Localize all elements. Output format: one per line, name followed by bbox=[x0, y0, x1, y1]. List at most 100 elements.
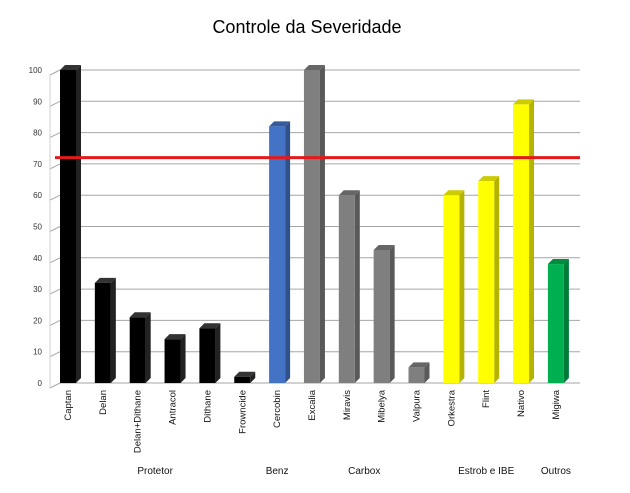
gridline-depth bbox=[49, 163, 61, 170]
bar-side bbox=[145, 312, 151, 383]
category-label: Excalia bbox=[307, 389, 318, 420]
bar-front bbox=[338, 195, 355, 383]
group-labels: Protetor Benz Carbox Estrob e IBE Outros bbox=[137, 466, 571, 477]
bar-front bbox=[129, 317, 146, 383]
category-label: Flint bbox=[481, 390, 492, 408]
bar-top bbox=[547, 259, 569, 265]
bar-front bbox=[269, 126, 286, 383]
y-tick-label: 100 bbox=[29, 66, 43, 75]
bar-side bbox=[250, 371, 256, 383]
bar-side bbox=[459, 190, 465, 383]
category-labels: Captan Delan Delan+Dithane Antracol Dithane F… bbox=[63, 389, 562, 453]
bar-delan bbox=[94, 277, 116, 383]
category-label: Valpura bbox=[412, 389, 423, 422]
bar-top bbox=[303, 65, 325, 70]
bar-top bbox=[94, 277, 116, 283]
category-label: Frowncide bbox=[237, 390, 248, 434]
group-label: Benz bbox=[266, 466, 289, 477]
bar-side bbox=[494, 176, 500, 383]
bar-top bbox=[513, 99, 535, 105]
y-tick-label: 40 bbox=[33, 254, 42, 263]
y-tick-label: 90 bbox=[33, 97, 42, 106]
gridline-depth bbox=[49, 351, 61, 358]
gridline-depth bbox=[49, 319, 61, 326]
bar-front bbox=[164, 339, 181, 383]
bar-frowncide bbox=[234, 371, 256, 383]
bar-side bbox=[215, 323, 221, 383]
category-label: Cercobin bbox=[272, 390, 283, 428]
bar-top bbox=[199, 323, 221, 329]
bar-antracol bbox=[164, 334, 186, 383]
bar-side bbox=[529, 99, 535, 384]
bar-mibelya bbox=[373, 244, 395, 383]
gridline-depth bbox=[49, 257, 61, 264]
bar-side bbox=[76, 65, 81, 383]
bar-front bbox=[303, 70, 320, 383]
category-label: Migiwa bbox=[551, 389, 562, 419]
category-label: Delan+Dithane bbox=[133, 390, 144, 453]
y-tick-label: 30 bbox=[33, 285, 42, 294]
group-label: Estrob e IBE bbox=[458, 466, 514, 477]
y-tick-label: 0 bbox=[38, 379, 43, 388]
category-label: Nativo bbox=[516, 390, 527, 417]
bar-nativo bbox=[513, 99, 535, 384]
y-axis-ticks: 0 10 20 30 40 50 60 70 80 90 100 bbox=[29, 66, 43, 388]
y-tick-label: 60 bbox=[33, 191, 42, 200]
bar-miravis bbox=[338, 190, 360, 383]
y-tick-label: 70 bbox=[33, 160, 42, 169]
bar-side bbox=[319, 65, 325, 383]
bar-front bbox=[373, 249, 390, 383]
bar-top bbox=[443, 190, 465, 196]
bar-front bbox=[513, 104, 530, 384]
y-tick-label: 80 bbox=[33, 129, 42, 138]
bar-excalia bbox=[303, 65, 325, 383]
gridline-depth bbox=[49, 132, 61, 139]
bar-top bbox=[269, 121, 291, 127]
category-label: Miravis bbox=[342, 390, 353, 420]
group-label: Outros bbox=[541, 466, 571, 477]
bar-captan bbox=[60, 65, 81, 383]
bar-top bbox=[164, 334, 186, 340]
category-label: Captan bbox=[63, 390, 74, 421]
y-tick-label: 50 bbox=[33, 223, 42, 232]
bar-top bbox=[234, 371, 256, 377]
bar-dithane bbox=[199, 323, 221, 383]
bar-front bbox=[478, 181, 495, 383]
bar-top bbox=[408, 362, 430, 368]
bars bbox=[60, 65, 569, 384]
bar-front bbox=[94, 282, 111, 383]
gridline-depth bbox=[49, 226, 61, 232]
gridline-depth bbox=[49, 382, 61, 389]
y-tick-label: 10 bbox=[33, 348, 42, 357]
gridline-depth bbox=[49, 69, 61, 76]
bar-top bbox=[129, 312, 151, 318]
gridline-depth bbox=[49, 288, 61, 295]
category-label: Mibelya bbox=[377, 389, 388, 422]
bar-top bbox=[338, 190, 360, 196]
bar-side bbox=[424, 362, 430, 383]
bar-side bbox=[285, 121, 291, 383]
gridline-depth bbox=[49, 100, 61, 107]
bar-side bbox=[354, 190, 360, 383]
bar-orkestra bbox=[443, 190, 465, 383]
category-label: Orkestra bbox=[446, 389, 457, 426]
bar-flint bbox=[478, 176, 500, 383]
bar-top bbox=[373, 244, 395, 250]
chart-title: Controle da Severidade bbox=[212, 17, 401, 37]
category-label: Dithane bbox=[202, 390, 213, 423]
category-label: Delan bbox=[98, 390, 109, 415]
bar-cercobin bbox=[269, 121, 291, 383]
bar-side bbox=[389, 244, 395, 383]
bar-side bbox=[563, 259, 569, 383]
bar-front bbox=[60, 70, 76, 383]
bar-valpura bbox=[408, 362, 430, 383]
bar-front bbox=[547, 264, 564, 383]
bar-front bbox=[443, 195, 460, 383]
bar-top bbox=[60, 65, 81, 70]
group-label: Carbox bbox=[348, 466, 380, 477]
bar-side bbox=[180, 334, 186, 383]
bar-front bbox=[234, 376, 251, 383]
bar-top bbox=[478, 176, 500, 182]
y-tick-label: 20 bbox=[33, 316, 42, 325]
